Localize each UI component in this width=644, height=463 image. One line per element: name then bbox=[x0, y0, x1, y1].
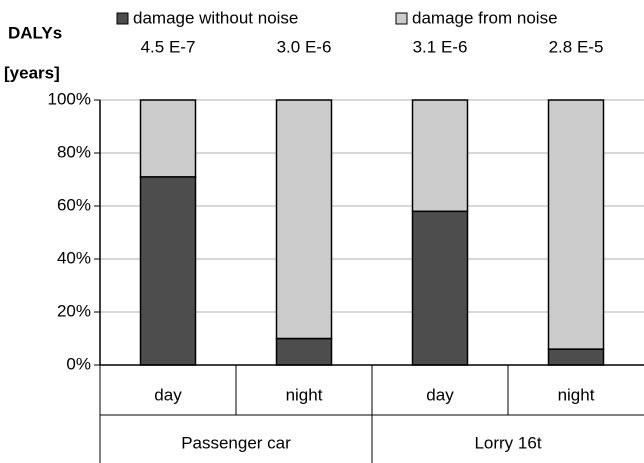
bar-segment bbox=[139, 176, 197, 366]
legend-swatch bbox=[395, 12, 408, 25]
y-tick-label: 60% bbox=[57, 195, 91, 214]
bar-segment bbox=[547, 99, 605, 350]
x-tick-label: day bbox=[426, 385, 454, 404]
legend-label: damage from noise bbox=[412, 8, 558, 27]
y-tick-label: 100% bbox=[48, 89, 91, 108]
x-tick-label: night bbox=[286, 385, 323, 404]
annotation: 3.1 E-6 bbox=[413, 37, 468, 56]
legend-label: damage without noise bbox=[133, 8, 298, 27]
y-tick-label: 0% bbox=[66, 354, 91, 373]
x-tick-label: night bbox=[558, 385, 595, 404]
bar-segment bbox=[547, 348, 605, 366]
bar-segment bbox=[275, 337, 333, 366]
annotation: 4.5 E-7 bbox=[141, 37, 196, 56]
annotation: 3.0 E-6 bbox=[277, 37, 332, 56]
y-tick-label: 20% bbox=[57, 301, 91, 320]
x-tick-label: day bbox=[154, 385, 182, 404]
group-label: Passenger car bbox=[181, 433, 291, 452]
y-axis-label: DALYs bbox=[8, 23, 62, 42]
bar-segment bbox=[139, 99, 197, 178]
bar-segment bbox=[275, 99, 333, 340]
y-axis-label: [years] bbox=[4, 63, 60, 82]
y-tick-label: 80% bbox=[57, 142, 91, 161]
legend-swatch bbox=[116, 12, 129, 25]
group-label: Lorry 16t bbox=[474, 433, 541, 452]
bar-segment bbox=[411, 99, 469, 213]
annotation: 2.8 E-5 bbox=[549, 37, 604, 56]
bar-segment bbox=[411, 210, 469, 366]
y-tick-label: 40% bbox=[57, 248, 91, 267]
